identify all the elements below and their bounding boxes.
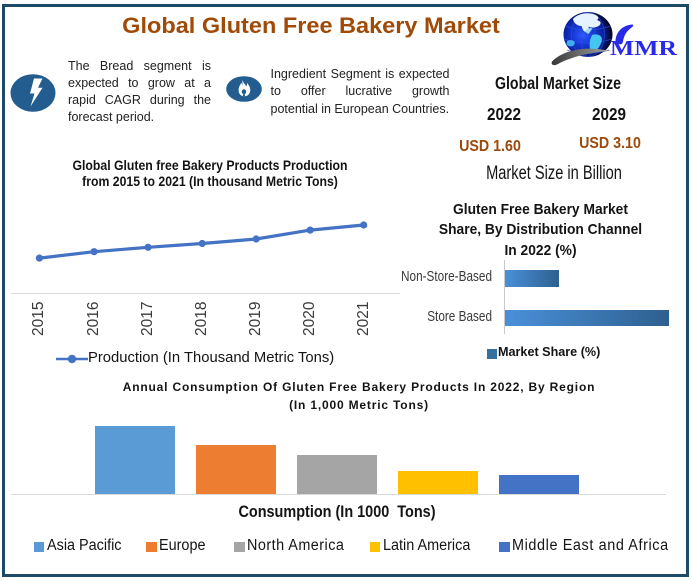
svg-text:MMR: MMR: [610, 36, 678, 60]
